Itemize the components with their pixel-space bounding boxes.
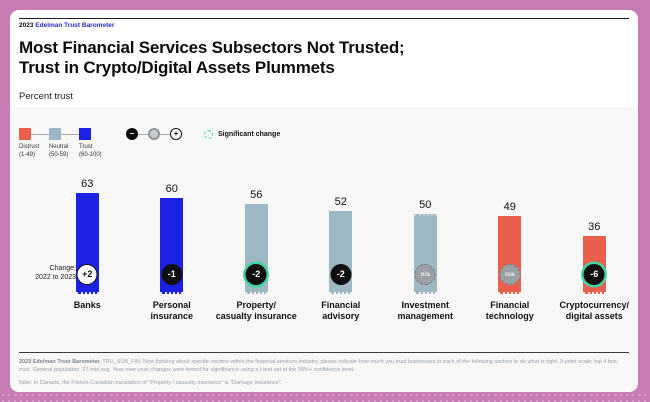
change-badge: -1 — [161, 263, 183, 285]
bar-value-label: 52 — [334, 195, 347, 208]
change-markers-legend: − + — [126, 128, 182, 140]
significant-change-ring-icon — [204, 129, 213, 139]
bar-column-cryptocurrency-digital-assets: 36 -6 Cryptocurrency/digital assets — [552, 178, 637, 336]
chart-panel: Distrust (1-49) Neutral (50-59) Trust (6… — [10, 107, 638, 392]
bar-value-label: 63 — [81, 177, 94, 190]
bar-column-financial-technology: 49 n/a Financial technology — [468, 178, 553, 336]
bar-value-label: 49 — [503, 200, 516, 213]
category-label: Financial advisory — [321, 299, 361, 322]
bar-value-label: 60 — [165, 182, 178, 195]
bar: +2 — [75, 192, 99, 294]
category-label: Personal insurance — [150, 299, 194, 322]
eyebrow-year: 2023 — [19, 22, 34, 29]
legend-item-distrust: Distrust (1-49) — [19, 128, 49, 160]
neutral-swatch-icon — [49, 128, 61, 140]
legend-label-distrust: Distrust (1-49) — [19, 144, 40, 158]
source-text: 2023 Edelman Trust Barometer. TRU_SUB_FI… — [19, 359, 619, 374]
bar: n/a — [413, 213, 437, 294]
legend-connector — [61, 133, 79, 135]
distrust-swatch-icon — [19, 128, 31, 140]
report-eyebrow: 2023 Edelman Trust Barometer — [19, 22, 629, 29]
bar-column-personal-insurance: 60 -1 Personal insurance — [130, 178, 215, 336]
bar: -2 — [244, 203, 268, 294]
legend-label-trust: Trust (60-100) — [79, 144, 102, 158]
no-change-marker-icon — [148, 128, 160, 140]
bar: -6 — [582, 235, 606, 294]
header-rule — [19, 18, 629, 19]
category-label: Investment management — [397, 299, 454, 322]
category-label: Property/casualty insurance — [215, 299, 297, 322]
title-line-1: Most Financial Services Subsectors Not T… — [19, 38, 405, 57]
eyebrow-brand: Edelman Trust Barometer — [35, 22, 115, 29]
legend-connector — [31, 133, 49, 135]
source-bold: 2023 Edelman Trust Barometer. — [19, 359, 101, 365]
slide-card: 2023 Edelman Trust Barometer Most Financ… — [10, 10, 638, 392]
change-badge: -6 — [583, 263, 605, 285]
bar-column-financial-advisory: 52 -2 Financial advisory — [299, 178, 384, 336]
change-badge: n/a — [499, 263, 521, 285]
change-badge: -2 — [330, 263, 352, 285]
bar: -1 — [160, 197, 184, 294]
legend-connector — [138, 133, 148, 135]
bar-value-label: 50 — [419, 198, 432, 211]
bar-value-label: 36 — [588, 220, 601, 233]
change-badge: n/a — [414, 263, 436, 285]
category-label: Banks — [73, 299, 101, 310]
bar-column-property-casualty-insurance: 56 -2 Property/casualty insurance — [214, 178, 299, 336]
slide-header: 2023 Edelman Trust Barometer Most Financ… — [10, 10, 638, 102]
legend-item-neutral: Neutral (50-59) — [49, 128, 79, 160]
significant-change-label: Significant change — [218, 130, 281, 138]
legend: Distrust (1-49) Neutral (50-59) Trust (6… — [19, 128, 629, 160]
bar-column-investment-management: 50 n/a Investment management — [383, 178, 468, 336]
bar-value-label: 56 — [250, 188, 263, 201]
chart-subtitle: Percent trust — [19, 91, 73, 103]
bars-row: 63 +2 Banks 60 -1 Personal insurance 56 -2 Proper… — [10, 178, 638, 336]
category-label: Cryptocurrency/digital assets — [559, 299, 630, 322]
trust-swatch-icon — [79, 128, 91, 140]
bar: n/a — [498, 215, 522, 294]
significant-change-legend: Significant change — [204, 128, 280, 140]
decrease-marker-icon: − — [126, 128, 138, 140]
footnote: 2023 Edelman Trust Barometer. TRU_SUB_FI… — [19, 352, 629, 386]
bar-column-banks: 63 +2 Banks — [45, 178, 130, 336]
legend-connector — [160, 133, 170, 135]
page-title: Most Financial Services Subsectors Not T… — [19, 38, 629, 78]
legend-item-trust: Trust (60-100) — [79, 128, 109, 160]
category-label: Financial technology — [485, 299, 534, 322]
bar-chart: 63 +2 Banks 60 -1 Personal insurance 56 -2 Proper… — [10, 178, 638, 336]
bar: -2 — [329, 210, 353, 294]
change-badge: -2 — [245, 263, 267, 285]
change-axis-label: Change, 2022 to 2023 — [35, 265, 76, 282]
title-line-2: Trust in Crypto/Digital Assets Plummets — [19, 58, 335, 78]
change-badge: +2 — [76, 263, 98, 285]
legend-label-neutral: Neutral (50-59) — [49, 144, 69, 158]
increase-marker-icon: + — [170, 128, 182, 140]
note-text: Note: In Canada, the French-Canadian tra… — [19, 379, 283, 386]
